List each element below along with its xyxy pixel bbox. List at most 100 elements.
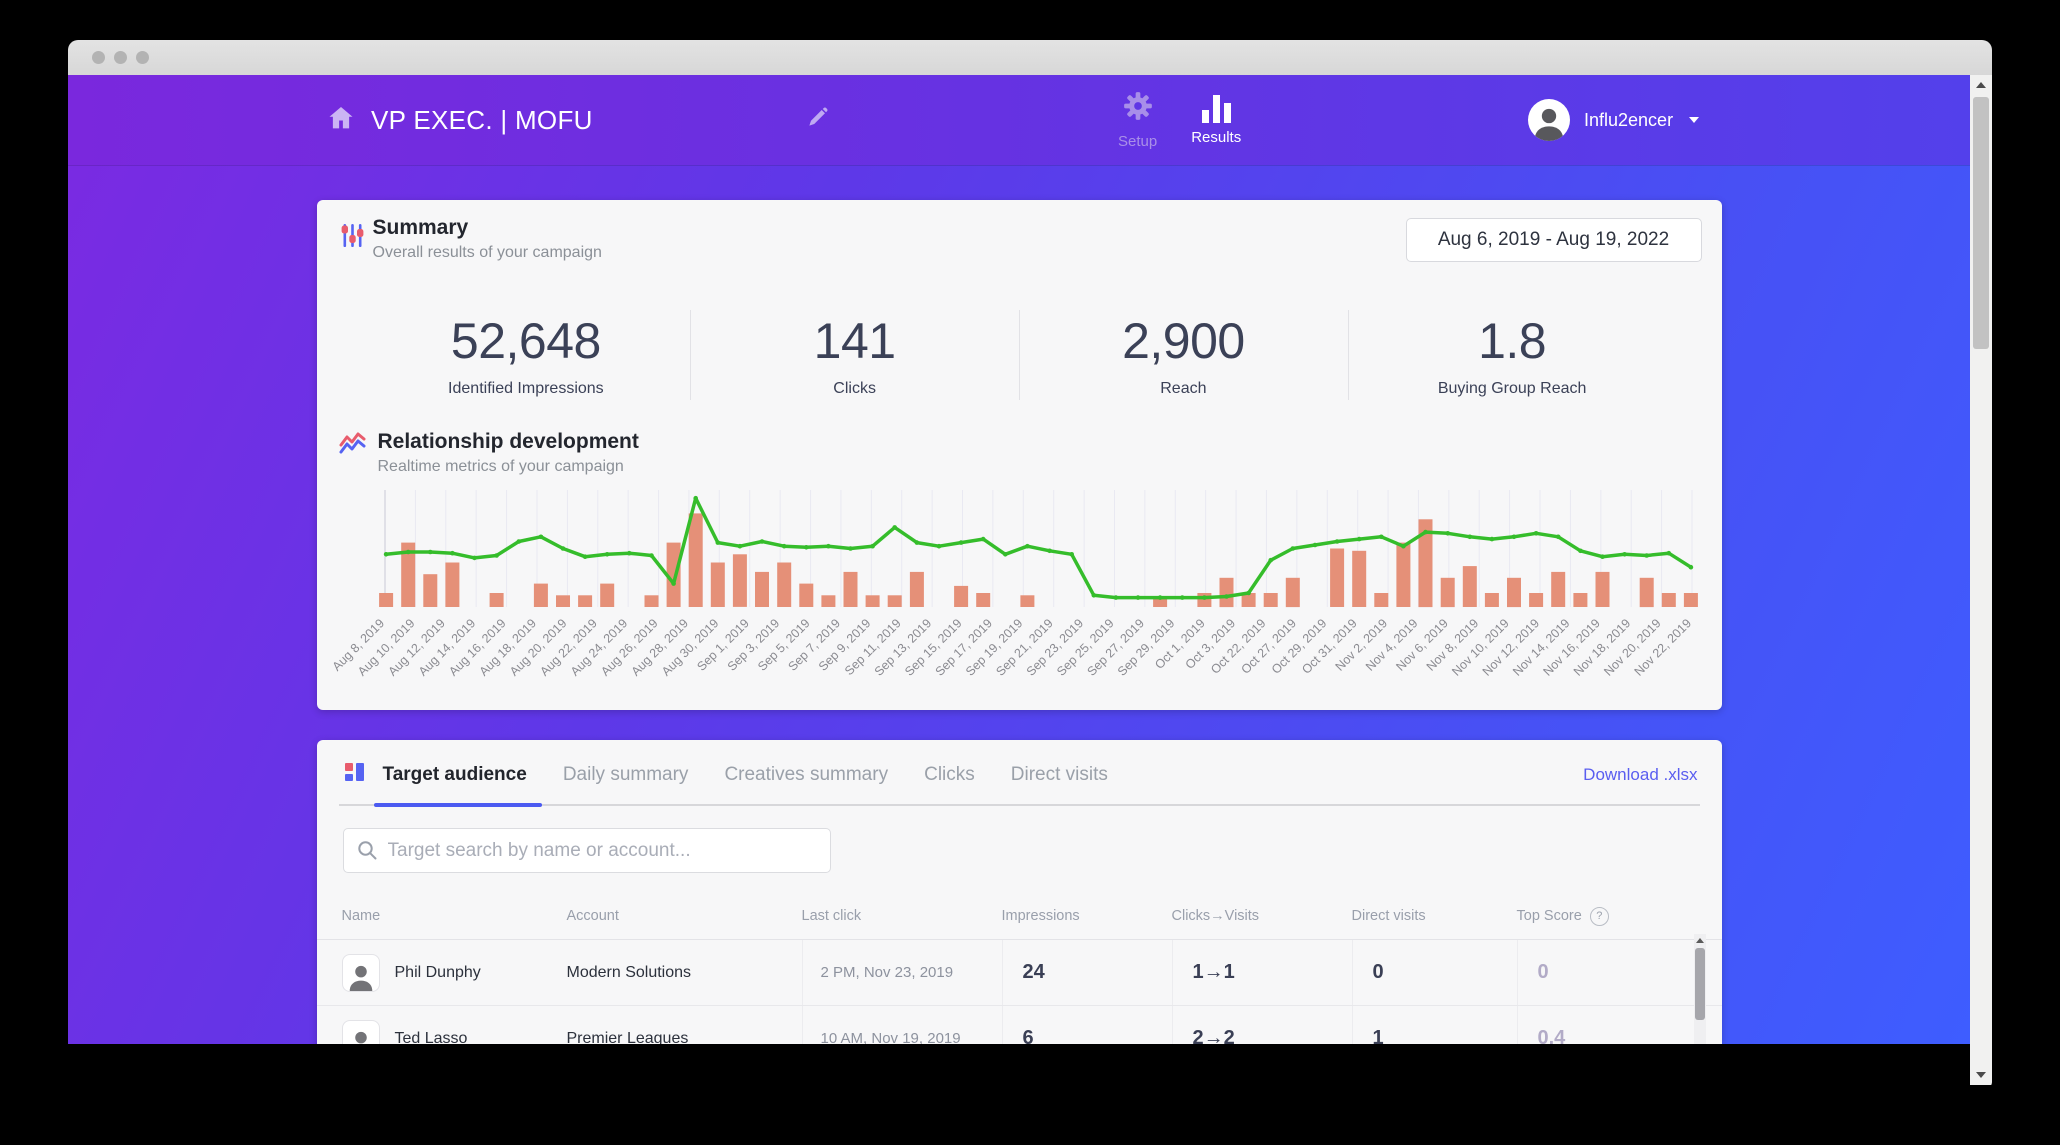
nav-results[interactable]: Results (1191, 94, 1241, 146)
chart-line-point (493, 553, 499, 558)
browser-viewport: VP EXEC. | MOFU (68, 75, 1992, 1088)
stat-label: Identified Impressions (448, 380, 604, 397)
chart-line-point (914, 540, 919, 545)
row-avatar (341, 953, 380, 992)
chart-line-point (1666, 550, 1671, 556)
nav-setup[interactable]: Setup (1118, 90, 1157, 150)
nav-setup-label: Setup (1118, 133, 1158, 150)
relationship-header: Relationship development Realtime metric… (339, 430, 1722, 476)
chart-bar (732, 554, 747, 607)
window-control-dot[interactable] (92, 51, 105, 64)
chart-line-point (1179, 595, 1185, 600)
edit-pencil-icon[interactable] (806, 106, 829, 134)
chart-bar (1373, 593, 1388, 607)
scroll-down-icon[interactable] (1976, 1072, 1986, 1078)
chart-line-point (1334, 539, 1339, 544)
chart-line-point (1024, 543, 1030, 549)
column-header-account: Account (566, 908, 619, 924)
table-row[interactable]: Phil Dunphy Modern Solutions 2 PM, Nov 23,… (316, 940, 1722, 1006)
chart-bar (666, 542, 681, 607)
scroll-up-icon[interactable] (1976, 82, 1986, 88)
target-audience-card: Target audience Daily summary Creatives su… (316, 740, 1722, 1044)
cell-clicks-visits: 2→2 (1171, 1006, 1352, 1044)
chart-line-point (516, 539, 521, 544)
download-xlsx-link[interactable]: Download .xlsx (1583, 764, 1698, 784)
campaign-title: VP EXEC. | MOFU (371, 104, 593, 135)
chart-bar (1639, 577, 1654, 608)
chart-bar (1196, 593, 1211, 607)
chart-bar (1351, 550, 1366, 607)
chart-bar (1595, 571, 1609, 607)
chart-line-point (1688, 564, 1693, 570)
stat-identified-impressions: 52,648 Identified Impressions (362, 298, 691, 418)
stat-label: Clicks (833, 380, 876, 397)
chart-bar (1528, 593, 1543, 607)
chart-line-point (803, 545, 809, 550)
user-menu[interactable]: Influ2encer (1528, 75, 1700, 165)
table-row[interactable]: Ted Lasso Premier Leagues 10 AM, Nov 19, 2… (317, 1006, 1722, 1044)
chart-bar (444, 562, 459, 607)
chart-bar (577, 595, 592, 607)
chart-line-point (715, 540, 720, 545)
stat-buying-group-reach: 1.8 Buying Group Reach (1347, 298, 1677, 418)
chart-line-point (869, 543, 875, 549)
chart-line-point (427, 549, 433, 555)
chart-bar (1285, 577, 1300, 608)
column-header-name: Name (341, 908, 381, 924)
user-name: Influ2encer (1584, 109, 1674, 130)
bar-chart-icon (1201, 94, 1231, 123)
table-scrollbar[interactable] (1693, 934, 1706, 1044)
chart-line-point (1267, 557, 1273, 563)
cell-impressions: 6 (1001, 1006, 1172, 1044)
tab-direct-visits[interactable]: Direct visits (1010, 763, 1108, 785)
column-header-clicks-visits: Clicks→Visits (1171, 908, 1260, 924)
stat-value: 1.8 (1478, 313, 1547, 369)
stat-value: 2,900 (1122, 313, 1245, 369)
chart-bar (1219, 577, 1233, 608)
gear-icon (1122, 90, 1154, 127)
tab-daily-summary[interactable]: Daily summary (562, 763, 689, 785)
tab-creatives-summary[interactable]: Creatives summary (724, 763, 889, 785)
target-search-input[interactable] (342, 828, 831, 873)
chart-bar (1550, 571, 1565, 607)
cell-name: Phil Dunphy (317, 940, 567, 1005)
chart-line-point (1378, 534, 1384, 540)
chart-line-point (1467, 534, 1472, 540)
scroll-up-icon[interactable] (1695, 938, 1704, 943)
chart-bar (820, 595, 835, 607)
chart-bar (489, 593, 504, 607)
stat-label: Reach (1160, 380, 1207, 397)
page-content: Summary Overall results of your campaign… (68, 165, 1970, 1044)
chart-line-point (1621, 552, 1627, 557)
tab-clicks[interactable]: Clicks (924, 763, 975, 785)
stat-label: Buying Group Reach (1437, 380, 1587, 397)
help-icon[interactable]: ? (1589, 906, 1609, 926)
browser-scrollbar[interactable] (1970, 75, 1992, 1085)
chart-bar (754, 571, 769, 607)
chart-line-point (582, 554, 587, 559)
chart-bar (1395, 542, 1410, 607)
chart-bar (688, 513, 703, 607)
home-icon[interactable] (326, 103, 356, 138)
cell-direct-visits: 1 (1351, 1006, 1517, 1044)
chart-line-point (1068, 552, 1074, 557)
chart-line-point (891, 525, 897, 530)
date-range-picker[interactable]: Aug 6, 2019 - Aug 19, 2022 (1405, 218, 1702, 262)
window-control-dot[interactable] (136, 51, 149, 64)
cell-direct-visits: 0 (1351, 940, 1517, 1005)
column-header-top-score: Top Score? (1517, 906, 1722, 926)
chart-bar (1484, 593, 1499, 607)
browser-scrollbar-thumb[interactable] (1973, 97, 1989, 349)
relationship-subtitle: Realtime metrics of your campaign (377, 458, 624, 475)
table-scrollbar-thumb[interactable] (1694, 948, 1705, 1020)
chart-bar (1019, 595, 1034, 607)
stat-value: 52,648 (450, 313, 601, 369)
column-header-impressions: Impressions (1001, 908, 1080, 924)
sliders-icon (339, 222, 366, 254)
tab-target-audience[interactable]: Target audience (382, 763, 527, 785)
summary-subtitle: Overall results of your campaign (372, 244, 602, 261)
chart-bar (865, 595, 880, 607)
chart-bar (1241, 593, 1256, 607)
search-row (342, 828, 831, 873)
window-control-dot[interactable] (114, 51, 127, 64)
